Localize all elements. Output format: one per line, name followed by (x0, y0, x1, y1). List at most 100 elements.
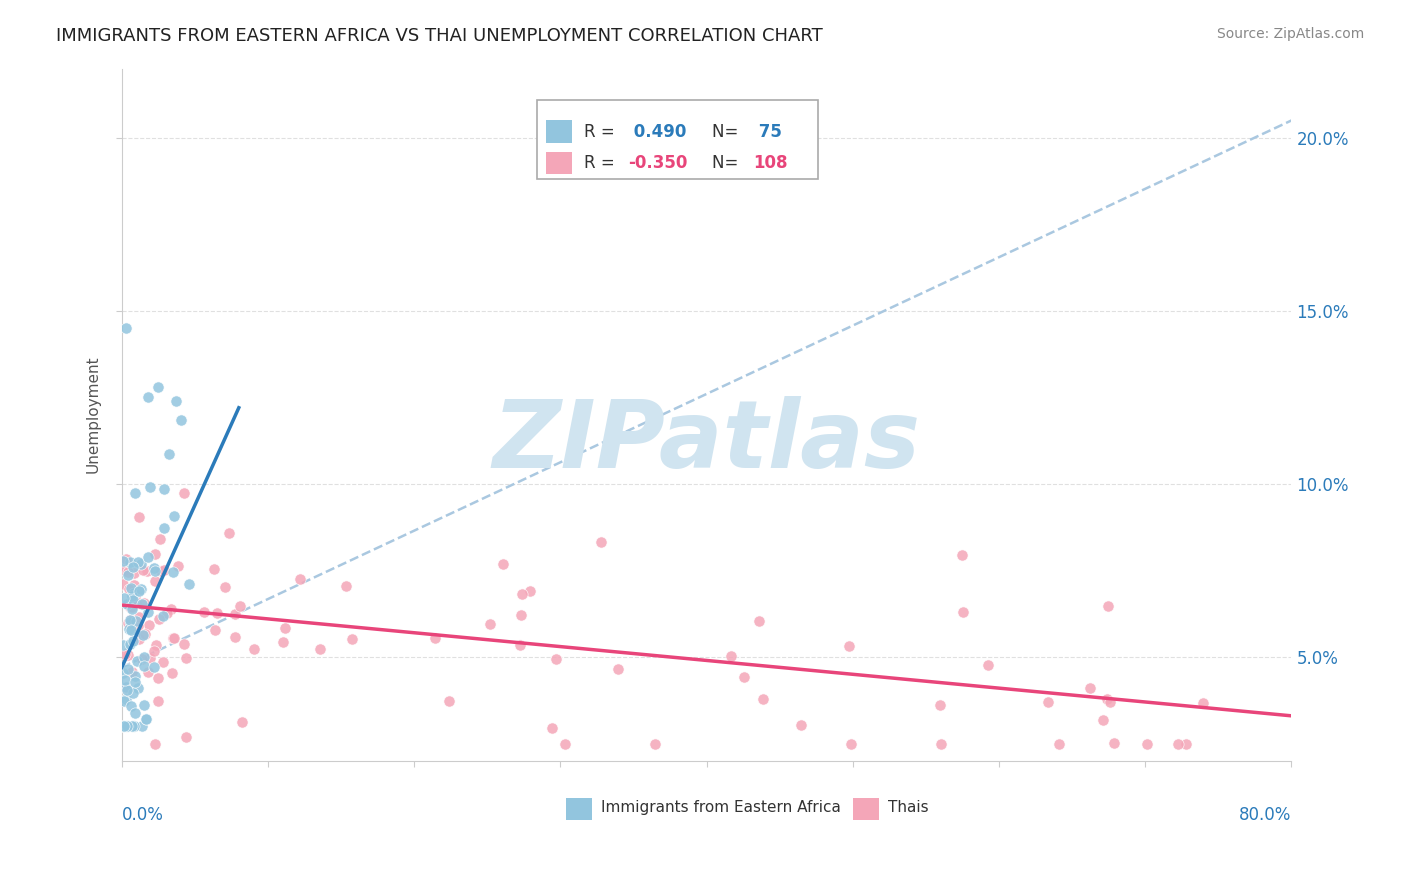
Point (120, 623, 142, 637)
Point (121, 719, 143, 733)
Point (112, 591, 135, 605)
Point (173, 637, 195, 651)
Point (541, 721, 564, 735)
Text: 75: 75 (754, 122, 782, 141)
Point (952, 605, 974, 619)
Point (509, 608, 531, 623)
Point (124, 592, 146, 607)
Point (143, 574, 166, 588)
Point (121, 719, 143, 733)
Point (928, 698, 950, 712)
Point (139, 480, 162, 494)
Point (132, 627, 155, 641)
Point (117, 719, 139, 733)
Point (138, 618, 160, 632)
Point (136, 390, 159, 404)
Point (120, 615, 142, 629)
FancyBboxPatch shape (537, 100, 818, 179)
Point (589, 534, 612, 549)
Point (115, 321, 138, 335)
Point (205, 606, 228, 620)
Text: 80.0%: 80.0% (1239, 805, 1292, 824)
Point (134, 627, 156, 641)
Point (122, 686, 145, 700)
Point (131, 598, 153, 612)
Point (177, 577, 200, 591)
Point (128, 510, 150, 524)
Point (174, 730, 197, 744)
Point (152, 655, 174, 669)
Point (146, 694, 169, 708)
Point (1097, 599, 1119, 613)
Point (153, 482, 176, 496)
Point (117, 662, 139, 676)
Point (839, 737, 862, 751)
Point (149, 532, 172, 546)
Point (163, 508, 186, 523)
Point (606, 662, 628, 676)
Point (132, 563, 155, 577)
Point (112, 693, 135, 707)
Point (1192, 696, 1215, 710)
Point (122, 719, 145, 733)
Point (1136, 737, 1159, 751)
Point (231, 715, 253, 730)
Point (224, 607, 246, 622)
Point (1167, 737, 1189, 751)
Point (145, 638, 167, 652)
Text: 0.0%: 0.0% (122, 805, 163, 824)
Point (124, 669, 146, 683)
Point (173, 485, 195, 500)
Point (143, 547, 166, 561)
Point (118, 613, 141, 627)
Point (752, 691, 775, 706)
Point (1049, 737, 1071, 751)
Point (290, 572, 312, 586)
Point (118, 614, 141, 628)
Point (148, 380, 170, 394)
Text: ZIPatlas: ZIPatlas (492, 396, 921, 489)
Point (167, 558, 190, 573)
Point (125, 654, 148, 668)
Point (142, 644, 165, 658)
Point (160, 665, 183, 680)
Point (127, 681, 149, 695)
Point (202, 562, 225, 576)
Point (162, 631, 184, 645)
Point (148, 612, 170, 626)
Point (214, 580, 236, 594)
Bar (567, 797, 592, 820)
Text: Immigrants from Eastern Africa: Immigrants from Eastern Africa (602, 800, 841, 815)
Text: N=: N= (713, 122, 744, 141)
Point (335, 579, 357, 593)
Point (115, 692, 138, 706)
Text: R =: R = (583, 154, 620, 172)
Point (193, 605, 215, 619)
Point (117, 565, 139, 579)
Point (478, 616, 501, 631)
Point (131, 652, 153, 666)
Point (143, 660, 166, 674)
Point (1174, 737, 1197, 751)
Point (544, 652, 567, 666)
Point (733, 670, 755, 684)
Point (115, 681, 138, 696)
Point (117, 648, 139, 663)
Point (229, 599, 252, 613)
Point (437, 694, 460, 708)
Point (117, 683, 139, 698)
Point (122, 592, 145, 607)
Point (112, 719, 135, 733)
Point (112, 666, 135, 681)
Point (125, 614, 148, 628)
Point (121, 665, 143, 680)
Point (117, 597, 139, 611)
Point (112, 576, 135, 591)
Point (121, 599, 143, 614)
Text: N=: N= (713, 154, 744, 172)
Point (112, 638, 135, 652)
Point (115, 552, 138, 566)
Point (146, 671, 169, 685)
Point (153, 563, 176, 577)
Point (122, 566, 145, 581)
